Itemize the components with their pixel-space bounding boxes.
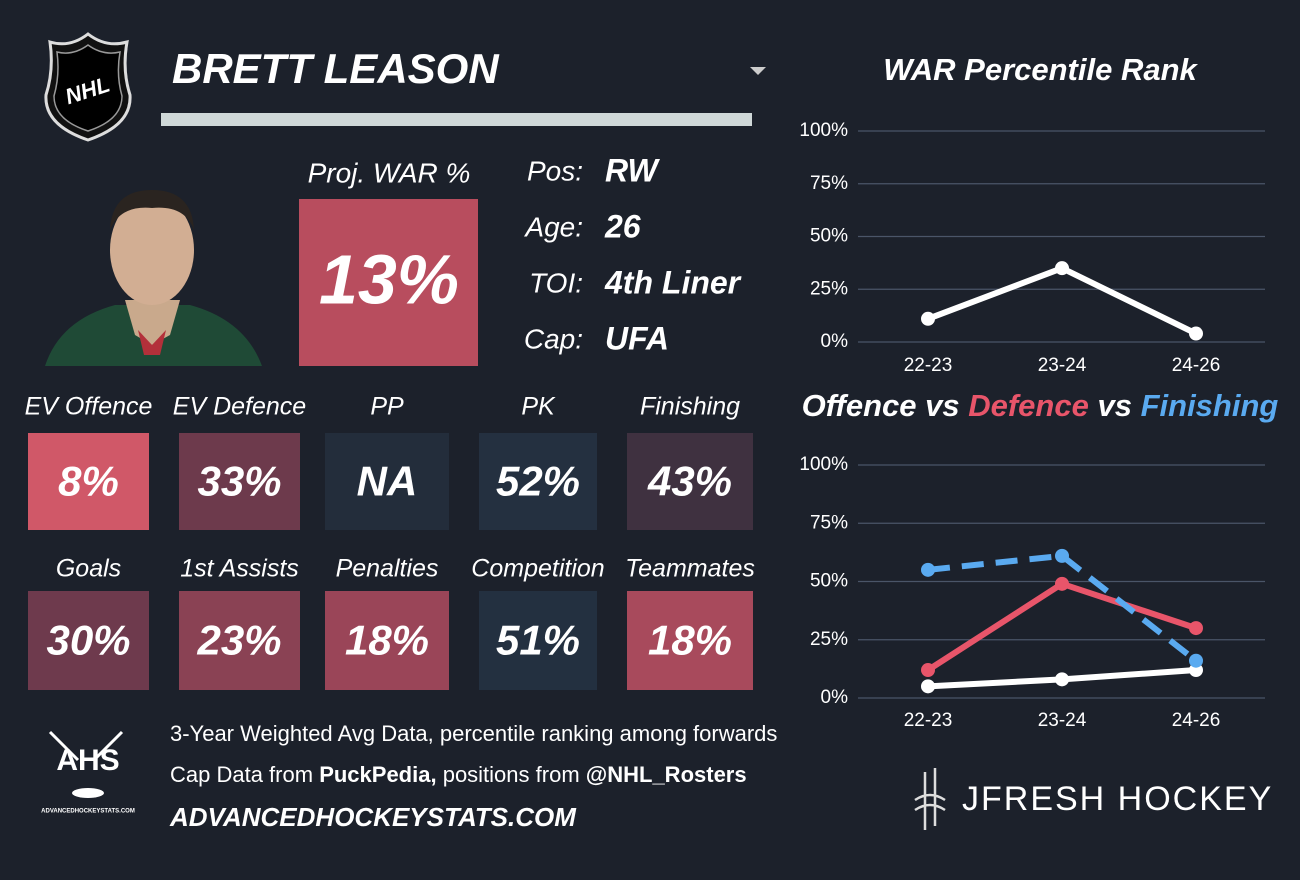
y-tick-label: 25% [810, 278, 848, 299]
jfresh-logo [914, 768, 946, 830]
chart-title-part: Defence [968, 388, 1089, 423]
stat-label: Finishing [640, 393, 740, 421]
series-point [921, 679, 935, 694]
y-tick-label: 0% [821, 331, 849, 352]
stat-label: Competition [471, 555, 604, 583]
series-line [927, 552, 1198, 664]
series-point [1055, 548, 1069, 563]
charts: WAR Percentile Rank 0% 25% 50% 75% 100% 22-23 2… [799, 52, 1278, 731]
credit-part: PuckPedia, [319, 762, 436, 787]
chart-title-part: vs [1097, 388, 1131, 423]
y-tick-label: 100% [799, 454, 848, 475]
info-label: TOI: [529, 267, 583, 298]
stat-label: 1st Assists [180, 555, 299, 583]
player-photo [45, 190, 262, 366]
ahs-logo-caption: ADVANCEDHOCKEYSTATS.COM [41, 809, 135, 815]
series-line [926, 265, 1198, 337]
series-point [1189, 653, 1203, 668]
projection-label: Proj. WAR % [308, 157, 471, 188]
chart-title: Offence vs Defence vs Finishing [802, 388, 1279, 423]
info-list: Pos: RW Age: 26 TOI: 4th Liner Cap: UFA [523, 152, 741, 356]
info-label: Pos: [527, 155, 583, 186]
nhl-logo: NHL [44, 32, 132, 142]
series-point [921, 663, 935, 678]
dropdown-arrow[interactable] [750, 67, 766, 75]
x-tick-label: 23-24 [1038, 710, 1087, 731]
stat-label: PP [370, 393, 404, 421]
series-point [1189, 326, 1203, 341]
stat-value: 18% [648, 617, 732, 664]
credit-part: Cap Data from [170, 762, 313, 787]
credit-part: positions from [443, 762, 580, 787]
y-tick-label: 25% [810, 629, 848, 650]
stat-value: 33% [197, 458, 281, 505]
stat-tile [627, 433, 753, 530]
info-value: UFA [605, 320, 669, 356]
chart-title: WAR Percentile Rank [883, 52, 1198, 87]
info-label: Cap: [524, 323, 583, 354]
x-tick-label: 23-24 [1038, 355, 1087, 376]
chart-title-part: Finishing [1141, 388, 1279, 423]
chart-title-part: Offence [802, 388, 917, 423]
stat-tile [325, 591, 449, 690]
stat-value: 18% [345, 617, 429, 664]
stat-value: 23% [196, 617, 281, 664]
ahs-logo-text: AHS [56, 744, 119, 777]
stat-tile [28, 591, 149, 690]
info-label: Age: [523, 211, 583, 242]
projection-value: 13% [319, 240, 459, 318]
stat-label: Goals [56, 555, 121, 583]
x-tick-label: 24-26 [1172, 355, 1221, 376]
series-point [1055, 261, 1069, 276]
stat-tile [179, 433, 300, 530]
series-point [921, 311, 935, 326]
series-point [1055, 576, 1069, 591]
stat-label: Teammates [625, 555, 755, 583]
stat-value: 8% [58, 458, 119, 505]
stat-label: PK [521, 393, 556, 421]
series-point [1189, 621, 1203, 636]
player-name: BRETT LEASON [172, 45, 500, 92]
stat-tile [479, 591, 597, 690]
name-underline [161, 113, 752, 126]
stat-value: NA [357, 458, 418, 505]
y-tick-label: 75% [810, 512, 848, 533]
stat-tile [28, 433, 149, 530]
y-tick-label: 75% [810, 173, 848, 194]
info-value: 26 [604, 208, 641, 244]
chart-title-part: vs [925, 388, 959, 423]
y-tick-label: 100% [799, 120, 848, 141]
footer-website[interactable]: ADVANCEDHOCKEYSTATS.COM [169, 802, 577, 832]
brand-text: JFRESH HOCKEY [962, 780, 1273, 818]
y-tick-label: 0% [821, 687, 849, 708]
series-point [1055, 672, 1069, 687]
info-value: 4th Liner [604, 264, 742, 300]
stat-tile [479, 433, 597, 530]
ahs-logo: AHS ADVANCEDHOCKEYSTATS.COM [41, 730, 135, 815]
stat-label: EV Offence [25, 393, 153, 421]
stat-tile [325, 433, 449, 530]
projection-box [299, 199, 478, 366]
stat-value: 51% [496, 617, 580, 664]
footer-credits: Cap Data from PuckPedia, positions from … [170, 762, 747, 787]
credit-part: @NHL_Rosters [586, 762, 747, 787]
x-tick-label: 22-23 [904, 710, 953, 731]
footer-note: 3-Year Weighted Avg Data, percentile ran… [170, 721, 777, 746]
stat-value: 52% [496, 458, 580, 505]
x-tick-label: 22-23 [904, 355, 953, 376]
stat-label: Penalties [336, 555, 439, 583]
y-tick-label: 50% [810, 571, 848, 592]
info-value: RW [605, 152, 661, 188]
stat-value: 30% [46, 617, 130, 664]
stat-tile [179, 591, 300, 690]
stat-label: EV Defence [173, 393, 306, 421]
x-tick-label: 24-26 [1172, 710, 1221, 731]
y-tick-label: 50% [810, 226, 848, 247]
stat-value: 43% [647, 458, 732, 505]
series-point [921, 562, 935, 577]
stat-tile [627, 591, 753, 690]
stat-tiles: EV Offence 8% EV Defence 33% PP NA PK 52% Finish… [25, 393, 755, 690]
